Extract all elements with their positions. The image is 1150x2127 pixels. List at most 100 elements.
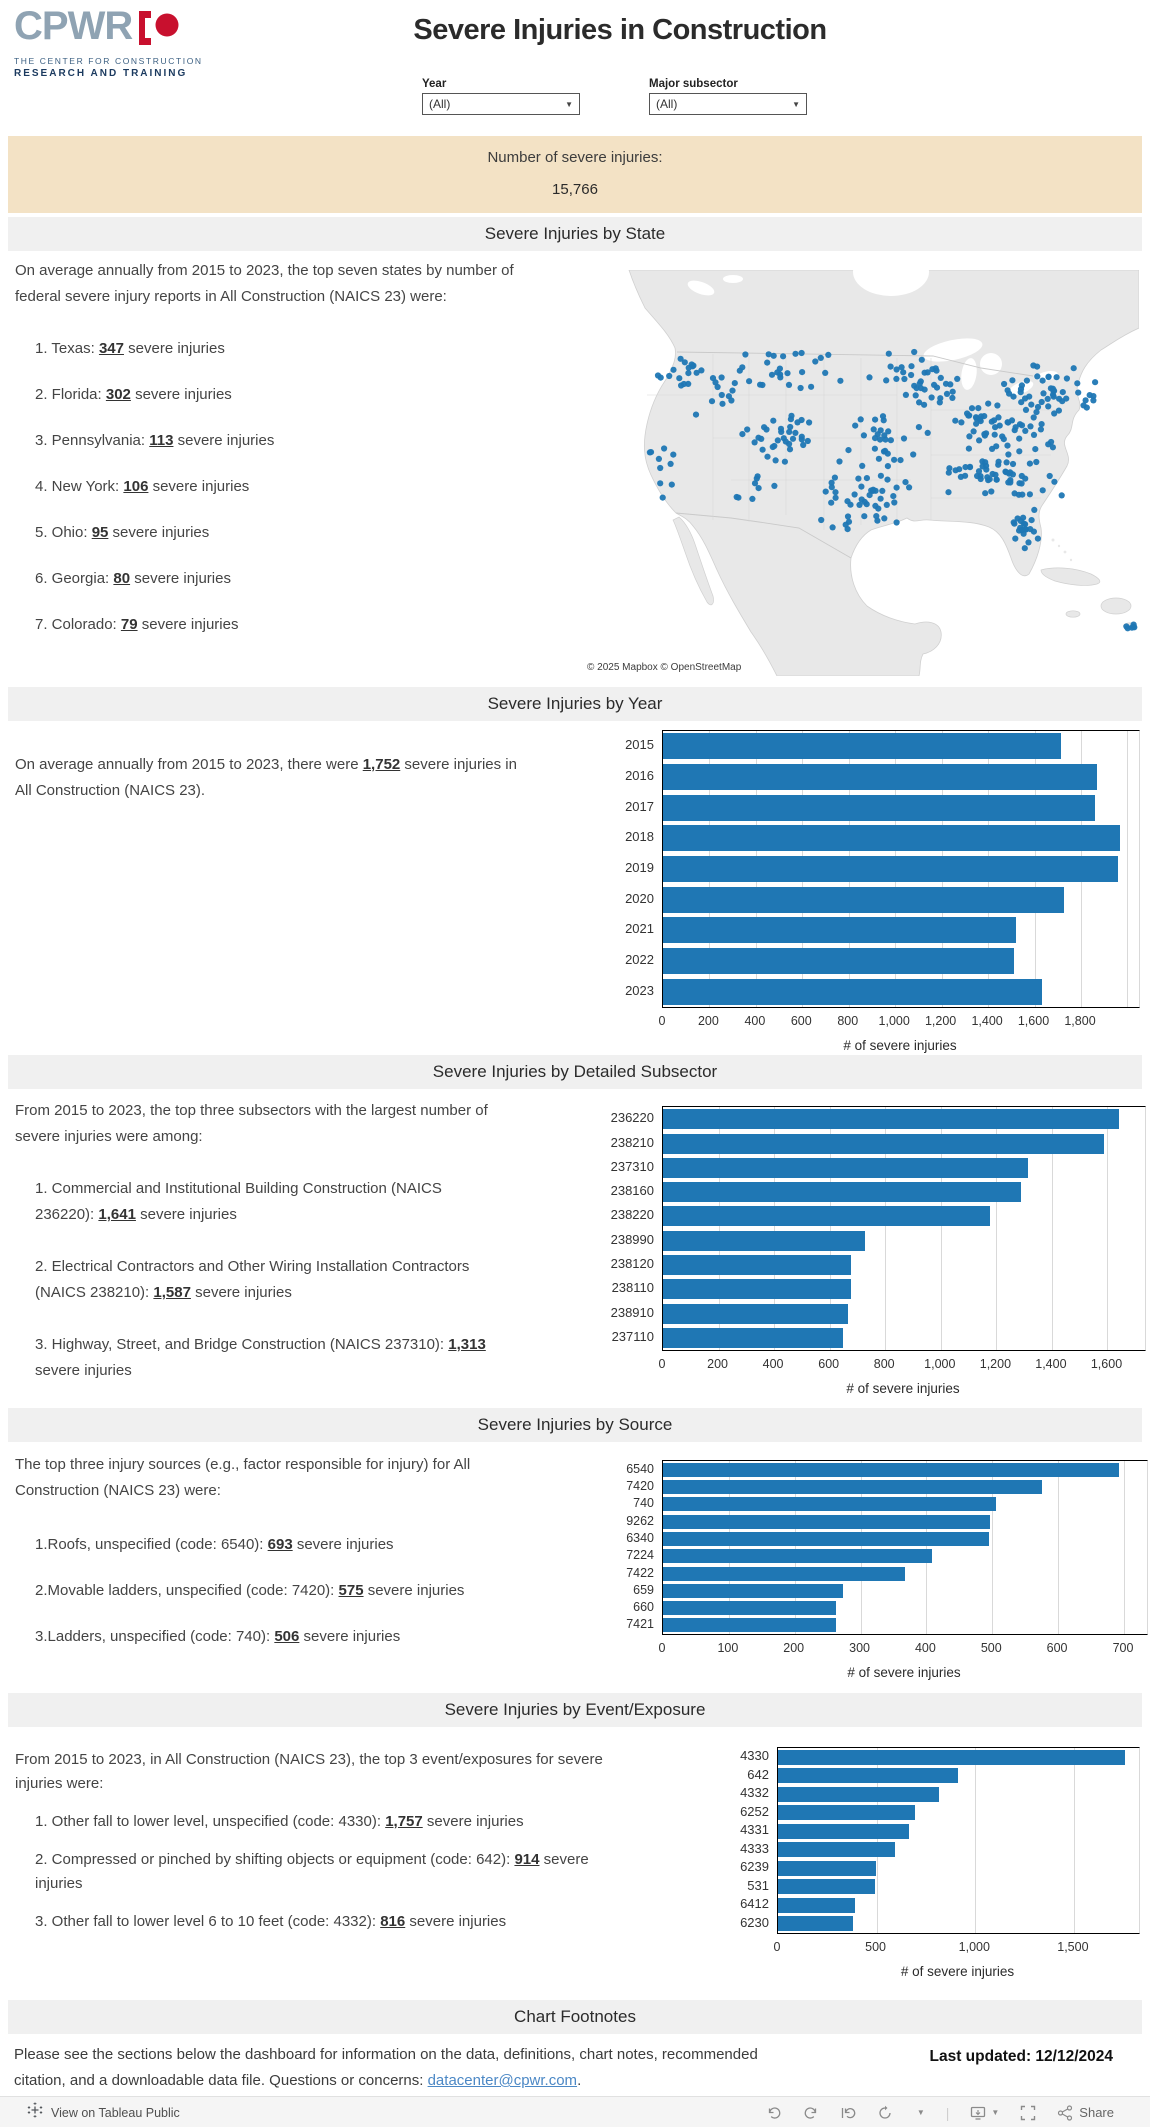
category-label: 2019 bbox=[625, 860, 654, 875]
event-bar-6252[interactable] bbox=[778, 1805, 916, 1821]
ranked-item: 2.Movable ladders, unspecified (code: 74… bbox=[35, 1582, 465, 1599]
event-bar-4332[interactable] bbox=[778, 1786, 939, 1802]
year-bar-2023[interactable] bbox=[663, 978, 1042, 1005]
major-subsector-filter-label: Major subsector bbox=[649, 78, 738, 90]
map-dot bbox=[818, 516, 825, 524]
category-label: 2015 bbox=[625, 737, 654, 753]
year-bar-2020[interactable] bbox=[663, 886, 1064, 913]
subsector-bar-238110[interactable] bbox=[663, 1279, 851, 1300]
source-bar-7421[interactable] bbox=[663, 1618, 836, 1633]
map-dot bbox=[832, 494, 839, 501]
map-dot bbox=[893, 484, 900, 491]
redo-icon[interactable] bbox=[803, 2105, 819, 2121]
source-bar-660[interactable] bbox=[663, 1601, 837, 1616]
map-dot bbox=[928, 394, 935, 401]
year-bar-2019[interactable] bbox=[663, 856, 1119, 882]
year-bar-2017[interactable] bbox=[663, 794, 1095, 821]
map-dot bbox=[844, 498, 851, 505]
map-dot bbox=[744, 426, 751, 433]
map-dot bbox=[885, 428, 892, 435]
map-dot bbox=[777, 425, 785, 432]
year-bar-2018[interactable] bbox=[663, 825, 1121, 852]
year-bar-2022[interactable] bbox=[663, 948, 1015, 974]
map-dot bbox=[921, 369, 928, 376]
year-bar-2015[interactable] bbox=[663, 733, 1062, 760]
source-bar-6340[interactable] bbox=[663, 1531, 989, 1546]
map-dot bbox=[757, 381, 764, 388]
map-dot bbox=[1009, 460, 1017, 468]
view-on-tableau-public[interactable]: View on Tableau Public bbox=[27, 2102, 180, 2123]
map-dot bbox=[982, 459, 989, 466]
event-bar-4331[interactable] bbox=[778, 1823, 909, 1839]
subsector-bar-238910[interactable] bbox=[663, 1303, 848, 1324]
source-bar-chart: 6540 7420 740 9262 6340 7224 7422 659 660 7421 0 10… bbox=[582, 1460, 1148, 1691]
x-tick-label: 1,800 bbox=[1064, 1014, 1096, 1028]
map-dot bbox=[831, 474, 838, 481]
ranked-item: 7. Colorado: 79 severe injuries bbox=[35, 616, 239, 633]
email-link[interactable]: datacenter@cpwr.com bbox=[427, 2072, 578, 2089]
map-dot bbox=[828, 484, 835, 491]
map-dot bbox=[770, 352, 777, 359]
category-label: 238120 bbox=[610, 1256, 654, 1271]
map-dot bbox=[1005, 479, 1012, 486]
subsector-bar-237110[interactable] bbox=[663, 1327, 843, 1348]
event-bar-6239[interactable] bbox=[778, 1860, 876, 1876]
source-bar-9262[interactable] bbox=[663, 1514, 991, 1529]
tableau-toolbar: View on Tableau Public bbox=[0, 2096, 1150, 2127]
source-bar-6540[interactable] bbox=[663, 1462, 1120, 1477]
category-label: 6540 bbox=[626, 1461, 654, 1476]
map-dot bbox=[879, 487, 886, 494]
fullscreen-icon[interactable] bbox=[1020, 2105, 1036, 2121]
source-bar-7420[interactable] bbox=[663, 1480, 1042, 1494]
year-bar-2021[interactable] bbox=[663, 917, 1017, 944]
subsector-bar-236220[interactable] bbox=[663, 1109, 1119, 1130]
x-tick-label: 0 bbox=[773, 1940, 781, 1954]
map-dot bbox=[670, 366, 677, 373]
map-dot bbox=[771, 442, 778, 450]
map-dot bbox=[1006, 470, 1013, 477]
subsector-bar-238990[interactable] bbox=[663, 1230, 866, 1251]
event-bar-6230[interactable] bbox=[778, 1916, 853, 1932]
event-bar-642[interactable] bbox=[778, 1768, 959, 1784]
event-bar-6412[interactable] bbox=[778, 1897, 855, 1913]
event-plot-area bbox=[777, 1747, 1140, 1934]
map-dot bbox=[718, 374, 725, 381]
source-bar-7224[interactable] bbox=[663, 1549, 932, 1564]
major-subsector-filter-dropdown[interactable]: (All) ▼ bbox=[649, 93, 807, 115]
map-dot bbox=[1039, 487, 1046, 494]
us-severe-injuries-map[interactable]: © 2025 Mapbox © OpenStreetMap bbox=[581, 248, 1140, 677]
map-dot bbox=[844, 513, 852, 520]
subsector-bar-237310[interactable] bbox=[663, 1157, 1028, 1178]
subsector-bar-238220[interactable] bbox=[663, 1206, 990, 1227]
map-dot bbox=[866, 492, 873, 499]
event-bar-chart: 4330 642 4332 6252 4331 4333 6239 531 6412 6230 0 5… bbox=[697, 1747, 1140, 1990]
category-label: 238220 bbox=[610, 1207, 654, 1223]
category-label: 2018 bbox=[625, 829, 654, 845]
event-bar-531[interactable] bbox=[778, 1879, 875, 1895]
subsector-bar-238160[interactable] bbox=[663, 1182, 1021, 1203]
download-icon[interactable]: ▼ bbox=[970, 2105, 999, 2121]
x-tick-label: 400 bbox=[762, 1357, 784, 1371]
undo-icon[interactable] bbox=[766, 2105, 782, 2121]
share-button[interactable]: Share bbox=[1057, 2104, 1114, 2121]
refresh-icon[interactable] bbox=[877, 2105, 893, 2121]
subsector-bar-238210[interactable] bbox=[663, 1133, 1104, 1154]
replay-icon[interactable] bbox=[840, 2105, 856, 2121]
subsector-intro: From 2015 to 2023, the top three subsect… bbox=[15, 1102, 488, 1145]
subsector-bar-238120[interactable] bbox=[663, 1255, 852, 1275]
map-attribution[interactable]: © 2025 Mapbox © OpenStreetMap bbox=[583, 661, 746, 674]
map-dot bbox=[1005, 451, 1012, 458]
toolbar-dropdown-caret-icon[interactable]: ▼ bbox=[916, 2108, 925, 2117]
year-filter-dropdown[interactable]: (All) ▼ bbox=[422, 93, 580, 115]
map-dot bbox=[731, 380, 738, 387]
map-dot bbox=[976, 437, 983, 444]
year-bar-2016[interactable] bbox=[663, 764, 1098, 790]
map-dot bbox=[1063, 375, 1070, 382]
event-bar-4330[interactable] bbox=[778, 1749, 1125, 1765]
source-bar-740[interactable] bbox=[663, 1497, 997, 1512]
section-header-event: Severe Injuries by Event/Exposure bbox=[8, 1693, 1142, 1727]
ranked-item: 1. Other fall to lower level, unspecifie… bbox=[35, 1813, 524, 1830]
source-bar-7422[interactable] bbox=[663, 1566, 906, 1581]
event-bar-4333[interactable] bbox=[778, 1842, 895, 1858]
source-bar-659[interactable] bbox=[663, 1583, 844, 1598]
